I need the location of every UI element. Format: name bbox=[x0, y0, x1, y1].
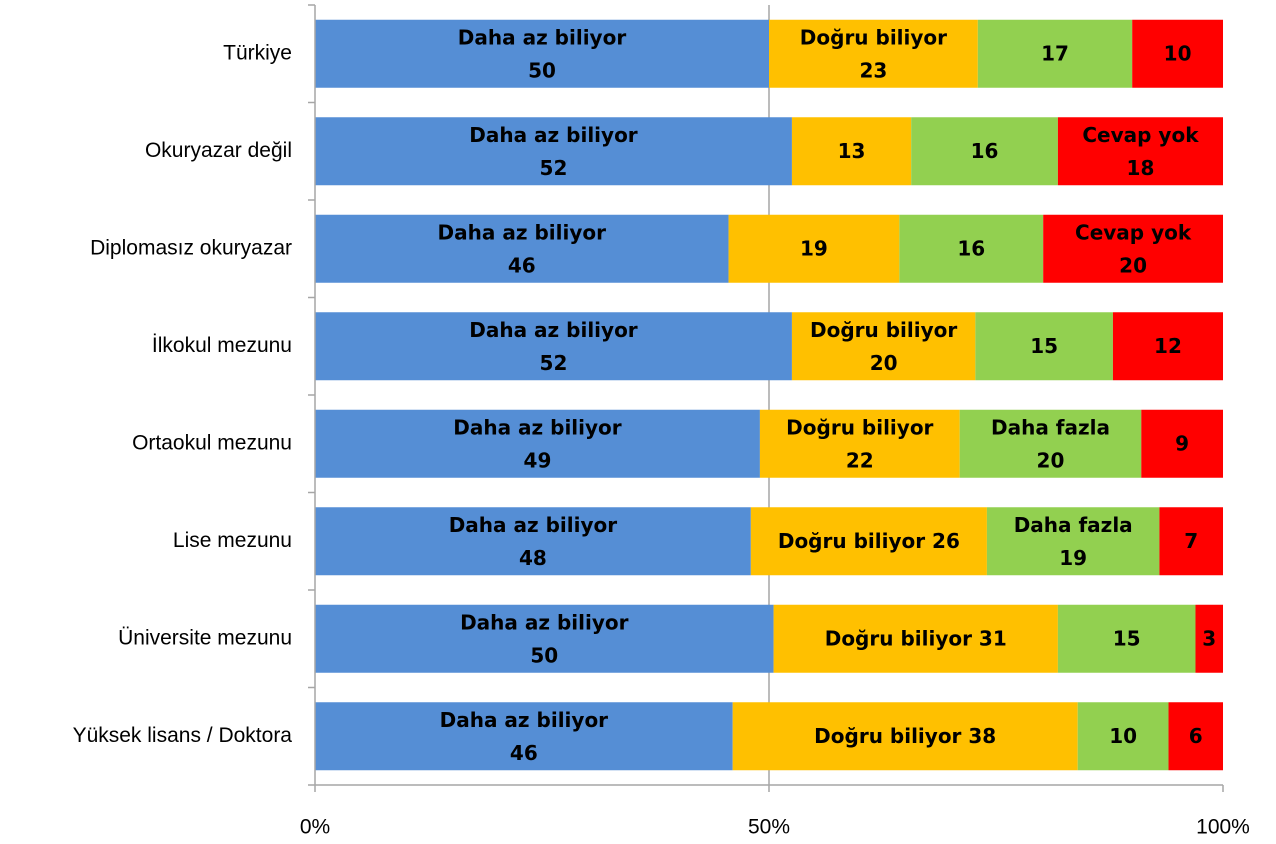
bar-segment bbox=[315, 409, 760, 478]
y-tick-label: Lise mezunu bbox=[173, 529, 292, 552]
bar-segment bbox=[1132, 19, 1223, 88]
y-tick-label: Yüksek lisans / Doktora bbox=[73, 724, 293, 747]
data-label: 16 bbox=[957, 236, 985, 260]
bar-segment bbox=[732, 702, 1078, 771]
data-label: 9 bbox=[1175, 431, 1189, 455]
data-label: 6 bbox=[1189, 724, 1203, 748]
data-label: Daha az biliyor 49 bbox=[453, 415, 622, 472]
bar-segment bbox=[977, 19, 1133, 88]
data-label: Doğru biliyor 22 bbox=[786, 415, 933, 472]
bar-segment bbox=[773, 604, 1058, 673]
data-label: Doğru biliyor 20 bbox=[810, 317, 957, 374]
bar-segment bbox=[315, 214, 729, 283]
bar-segment bbox=[1141, 409, 1223, 478]
x-tick-label: 100% bbox=[1196, 816, 1250, 839]
data-label: Daha az biliyor 50 bbox=[458, 25, 627, 82]
bar-segment bbox=[791, 312, 976, 381]
bar-segment bbox=[1057, 117, 1223, 186]
bar-segment bbox=[791, 117, 912, 186]
data-label: Daha az biliyor 52 bbox=[469, 122, 638, 179]
data-label: Doğru biliyor 31 bbox=[825, 626, 1007, 650]
data-label: Cevap yok 18 bbox=[1082, 122, 1199, 179]
bar-segment bbox=[315, 117, 792, 186]
data-label: 10 bbox=[1164, 41, 1192, 65]
bar-segment bbox=[315, 604, 774, 673]
bar-segment bbox=[1112, 312, 1223, 381]
data-label: 12 bbox=[1154, 334, 1182, 358]
y-tick-label: Diplomasız okuryazar bbox=[90, 236, 292, 259]
bar-segment bbox=[769, 19, 978, 88]
bar-segment bbox=[315, 19, 769, 88]
data-label: 13 bbox=[838, 139, 866, 163]
bar-segment bbox=[1159, 507, 1223, 576]
bar-segment bbox=[1057, 604, 1196, 673]
data-label: Daha az biliyor 50 bbox=[460, 610, 629, 667]
data-label: 3 bbox=[1202, 626, 1216, 650]
data-label: Cevap yok 20 bbox=[1075, 220, 1192, 277]
y-tick-label: Ortaokul mezunu bbox=[132, 431, 292, 454]
x-tick-label: 50% bbox=[748, 816, 790, 839]
bar-segment bbox=[315, 702, 733, 771]
bar-segment bbox=[899, 214, 1044, 283]
data-label: Daha fazla 20 bbox=[991, 415, 1110, 472]
data-label: 7 bbox=[1184, 529, 1198, 553]
bar-segment bbox=[315, 312, 792, 381]
data-label: Daha az biliyor 48 bbox=[449, 512, 618, 569]
bar-segment bbox=[1195, 604, 1223, 673]
bar-segment bbox=[750, 507, 987, 576]
data-label: 19 bbox=[800, 236, 828, 260]
data-label: Daha az biliyor 46 bbox=[438, 220, 607, 277]
bar-segment bbox=[1168, 702, 1223, 771]
data-label: 15 bbox=[1113, 626, 1141, 650]
bar-segment bbox=[986, 507, 1160, 576]
data-label: Daha fazla 19 bbox=[1014, 512, 1133, 569]
y-tick-label: Üniversite mezunu bbox=[118, 626, 292, 649]
data-label: Daha az biliyor 46 bbox=[440, 707, 609, 764]
bar-segment bbox=[728, 214, 900, 283]
data-label: 17 bbox=[1041, 41, 1069, 65]
bar-segment bbox=[1077, 702, 1169, 771]
bar-segment bbox=[911, 117, 1058, 186]
bar-segment bbox=[315, 507, 751, 576]
data-label: Daha az biliyor 52 bbox=[469, 317, 638, 374]
y-tick-label: Okuryazar değil bbox=[145, 139, 292, 162]
x-tick-label: 0% bbox=[300, 816, 330, 839]
data-label: Doğru biliyor 23 bbox=[800, 25, 947, 82]
data-label: 10 bbox=[1109, 724, 1137, 748]
bar-segment bbox=[759, 409, 960, 478]
data-label: 15 bbox=[1030, 334, 1058, 358]
data-label: Doğru biliyor 38 bbox=[814, 724, 996, 748]
y-tick-label: Türkiye bbox=[223, 41, 292, 64]
bar-segment bbox=[959, 409, 1142, 478]
y-tick-label: İlkokul mezunu bbox=[152, 334, 292, 357]
bar-segment bbox=[1043, 214, 1223, 283]
data-label: Doğru biliyor 26 bbox=[778, 529, 960, 553]
data-label: 16 bbox=[971, 139, 999, 163]
bar-segment bbox=[975, 312, 1113, 381]
